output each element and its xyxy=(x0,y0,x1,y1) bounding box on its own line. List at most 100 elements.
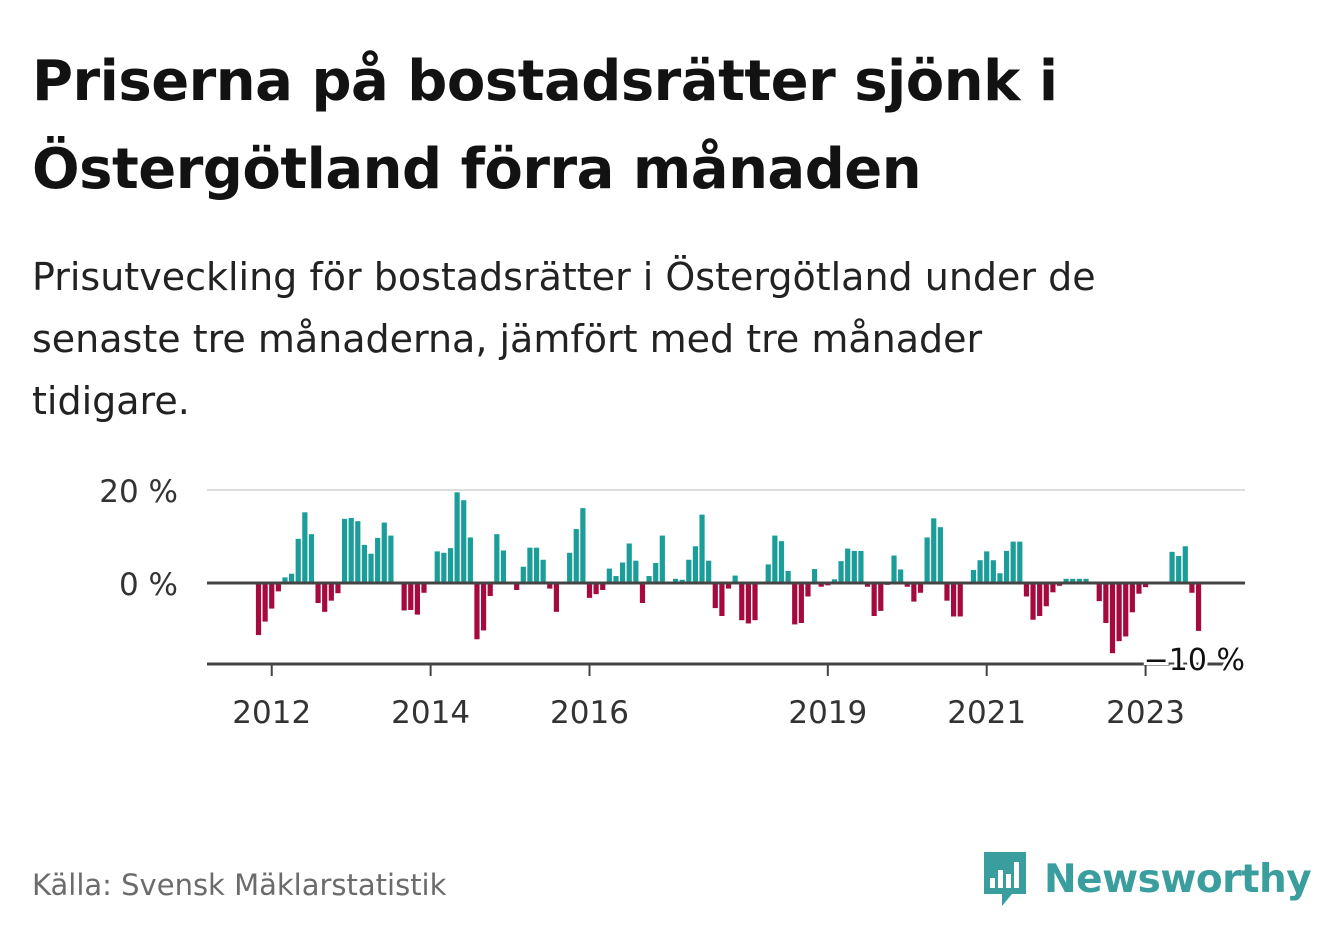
bar xyxy=(745,583,751,624)
bar xyxy=(646,576,652,584)
bar xyxy=(871,583,877,617)
bar xyxy=(540,559,546,583)
bar xyxy=(547,583,553,589)
axes xyxy=(207,581,1245,676)
bar xyxy=(553,583,559,612)
bar xyxy=(997,573,1003,584)
icon-bar-4 xyxy=(1014,862,1019,888)
bar xyxy=(348,517,354,583)
bar xyxy=(381,522,387,583)
bar xyxy=(467,537,473,583)
bar xyxy=(1030,583,1036,620)
bar xyxy=(778,541,785,583)
bar xyxy=(772,535,778,583)
bar xyxy=(401,583,407,611)
bar xyxy=(580,508,586,583)
x-tick-label: 2023 xyxy=(1106,695,1185,731)
bar xyxy=(1050,583,1056,593)
icon-bar-2 xyxy=(998,870,1003,888)
bar xyxy=(613,576,619,584)
bar xyxy=(653,563,659,583)
bar xyxy=(461,500,467,583)
bar xyxy=(341,518,348,583)
bar xyxy=(414,583,420,615)
bar xyxy=(355,521,361,584)
bar xyxy=(1142,583,1149,588)
bar xyxy=(984,551,990,583)
bar xyxy=(858,550,864,583)
bar xyxy=(937,527,943,583)
last-value-label: −10 % xyxy=(1144,643,1245,678)
icon-bar-3 xyxy=(1006,874,1011,888)
bar xyxy=(917,583,924,593)
bar xyxy=(798,583,804,623)
bar xyxy=(818,583,824,587)
bar xyxy=(600,583,606,590)
bar xyxy=(878,583,884,611)
bar xyxy=(792,583,798,625)
bar xyxy=(864,583,871,587)
bar xyxy=(1182,546,1188,583)
bar xyxy=(620,562,626,583)
bar xyxy=(606,568,612,584)
bar xyxy=(421,583,427,593)
bar xyxy=(1083,578,1089,583)
bar xyxy=(1189,583,1195,593)
bar xyxy=(977,560,983,584)
brand-name: Newsworthy xyxy=(1044,856,1312,902)
bar xyxy=(1023,583,1030,597)
bar xyxy=(408,583,414,610)
bar xyxy=(388,535,394,583)
bar xyxy=(831,579,838,583)
bar xyxy=(295,538,301,583)
bar xyxy=(1103,583,1109,623)
bar xyxy=(970,569,977,583)
bar xyxy=(765,564,771,583)
bar xyxy=(725,583,732,589)
axis-labels: 20 % 0 % 2012 2014 2016 2019 2021 2023 −10 % xyxy=(99,474,1248,731)
bar xyxy=(527,547,533,583)
bar xyxy=(275,583,281,592)
x-tick-label: 2019 xyxy=(788,695,867,731)
bar xyxy=(951,583,957,617)
bar xyxy=(328,583,334,601)
x-tick-label: 2012 xyxy=(232,695,311,731)
bar xyxy=(845,548,851,583)
bar xyxy=(289,573,295,583)
bar xyxy=(255,583,262,636)
bar xyxy=(1017,541,1023,583)
bar xyxy=(308,534,315,583)
bar xyxy=(891,555,897,583)
y-tick-label: 0 % xyxy=(119,567,178,603)
bar xyxy=(1043,583,1049,607)
x-tick-label: 2021 xyxy=(947,695,1026,731)
bar xyxy=(898,569,904,583)
bar xyxy=(1037,583,1043,617)
bar xyxy=(785,570,791,583)
bars xyxy=(255,492,1202,654)
bar xyxy=(1129,583,1135,613)
bar xyxy=(520,566,526,583)
bar xyxy=(904,583,910,587)
bar xyxy=(990,560,996,584)
bar xyxy=(335,583,341,594)
bar xyxy=(315,583,321,603)
bar xyxy=(1116,583,1122,642)
bar xyxy=(626,543,632,583)
bar xyxy=(586,583,593,598)
bar xyxy=(931,518,937,583)
x-tick-label: 2014 xyxy=(391,695,470,731)
bar xyxy=(838,561,844,583)
bar xyxy=(686,559,692,583)
bar xyxy=(533,547,540,583)
bar xyxy=(811,569,818,583)
bar xyxy=(1123,583,1129,637)
bar xyxy=(282,577,288,583)
title-line-1: Priserna på bostadsrätter sjönk i xyxy=(32,49,1058,114)
brand-logo[interactable]: Newsworthy xyxy=(980,848,1312,910)
bar xyxy=(1010,541,1016,583)
y-tick-label: 20 % xyxy=(99,474,178,510)
bar xyxy=(480,583,487,631)
bar xyxy=(659,535,665,583)
subtitle-line-3: tidigare. xyxy=(32,379,190,423)
